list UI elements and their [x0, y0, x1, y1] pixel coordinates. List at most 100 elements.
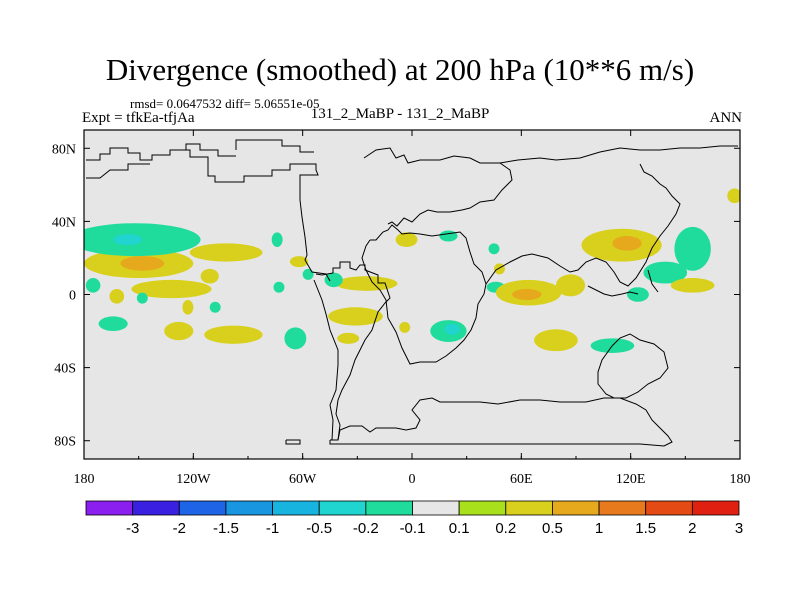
colorbar-box: [225, 500, 273, 516]
colorbar-label: -0.2: [353, 520, 379, 537]
x-tick-label: 180: [730, 472, 751, 487]
colorbar-box: [365, 500, 413, 516]
colorbar-label: -1: [266, 520, 279, 537]
colorbar-label: -2: [173, 520, 186, 537]
x-tick-label: 60W: [289, 472, 317, 487]
contour-region-30: [494, 263, 505, 275]
x-axis: 180 120W 60W 0 60E 120E 180: [74, 130, 751, 487]
coast-asia-south: [485, 163, 681, 287]
coast-africa: [361, 224, 487, 365]
colorbar-box: [178, 500, 227, 516]
contour-region-38: [612, 236, 642, 251]
coast-indonesia: [587, 285, 639, 297]
contour-region-8: [109, 289, 125, 304]
colorbar-label: -0.5: [306, 520, 332, 537]
colorbar-box: [272, 500, 320, 516]
colorbar-box: [85, 500, 134, 516]
divergence-field: [84, 188, 740, 353]
experiment-label: Expt = tfkEa-tfjAa: [82, 110, 195, 126]
coast-europe: [363, 147, 513, 227]
coast-australia: [597, 333, 669, 399]
colorbar-box: [691, 500, 740, 516]
contour-region-18: [273, 281, 285, 293]
colorbar-label: -0.1: [400, 520, 426, 537]
contour-region-43: [727, 188, 740, 204]
contour-region-24: [399, 321, 411, 333]
contour-region-17: [302, 268, 314, 280]
contour-region-42: [670, 278, 715, 293]
contour-region-19: [284, 327, 307, 350]
contour-region-23: [337, 332, 360, 344]
colorbar-label: -1.5: [213, 520, 239, 537]
colorbar-label: 1.5: [635, 520, 656, 537]
coast-south-america: [313, 261, 391, 441]
x-tick-label: 180: [74, 472, 95, 487]
contour-region-39: [674, 226, 711, 271]
colorbar-label: 3: [735, 520, 743, 537]
colorbar-label: 0.5: [542, 520, 563, 537]
contour-region-16: [289, 256, 309, 268]
contour-region-26: [444, 323, 460, 335]
colorbar-box: [552, 500, 600, 516]
contour-region-34: [555, 274, 586, 297]
y-tick-label: 80N: [52, 142, 76, 157]
coast-asia: [499, 145, 738, 164]
contour-region-13: [182, 299, 194, 315]
contour-region-11: [164, 321, 194, 341]
coast-arctic-islands: [235, 139, 314, 153]
contour-region-5: [200, 268, 219, 284]
x-tick-label: 0: [409, 472, 416, 487]
colorbar-label: 1: [595, 520, 603, 537]
colorbar-label: 0.1: [449, 520, 470, 537]
contour-region-20: [335, 276, 398, 291]
y-tick-label: 0: [69, 289, 76, 304]
colorbar-box: [645, 500, 693, 516]
contour-region-22: [328, 307, 383, 326]
colorbar-box: [458, 500, 507, 516]
coast-greenland: [185, 143, 236, 157]
y-tick-label: 40N: [52, 215, 76, 230]
colorbar-label: 0.2: [495, 520, 516, 537]
contour-region-41: [627, 287, 649, 302]
contour-region-6: [131, 279, 212, 299]
contour-region-7: [85, 278, 101, 293]
contour-region-4: [189, 243, 263, 262]
coast-philippines: [647, 269, 659, 293]
colorbar-box: [132, 500, 180, 516]
coastlines: [86, 139, 738, 447]
stats-label: rmsd= 0.0647532 diff= 5.06551e-05: [130, 96, 320, 111]
case-label: 131_2_MaBP - 131_2_MaBP: [310, 106, 490, 122]
coast-north-america-inner: [86, 163, 150, 179]
contour-region-12: [204, 325, 263, 344]
x-tick-label: 120E: [616, 472, 646, 487]
contour-region-10: [98, 316, 128, 332]
contour-region-28: [439, 230, 458, 242]
contour-region-3: [113, 234, 143, 246]
colorbar-box: [598, 500, 647, 516]
colorbar: -3 -2 -1.5 -1 -0.5 -0.2 -0.1 0.1 0.2 0.5 1 1.5 2 3: [85, 500, 743, 537]
colorbar-box: [412, 500, 460, 516]
colorbar-box: [505, 500, 553, 516]
contour-region-33: [512, 289, 542, 300]
colorbar-label: -3: [126, 520, 139, 537]
plot-title: Divergence (smoothed) at 200 hPa (10**6 …: [105, 52, 695, 87]
contour-region-15: [271, 232, 283, 247]
contour-region-1: [120, 256, 165, 271]
contour-region-9: [136, 292, 148, 304]
x-tick-label: 120W: [176, 472, 211, 487]
y-tick-label: 80S: [54, 435, 76, 450]
contour-region-40: [643, 261, 688, 284]
colorbar-box: [318, 500, 367, 516]
coast-antarctica: [285, 439, 301, 445]
coast-antarctica-main: [329, 397, 673, 447]
y-axis: 80N 40N 0 40S 80S: [52, 142, 740, 450]
season-label: ANN: [709, 110, 743, 126]
contour-region-27: [395, 232, 418, 247]
coast-north-america: [86, 147, 331, 282]
y-tick-label: 40S: [54, 362, 76, 377]
colorbar-label: 2: [688, 520, 696, 537]
contour-region-14: [209, 301, 221, 313]
contour-region-29: [488, 243, 500, 255]
x-tick-label: 60E: [510, 472, 533, 487]
